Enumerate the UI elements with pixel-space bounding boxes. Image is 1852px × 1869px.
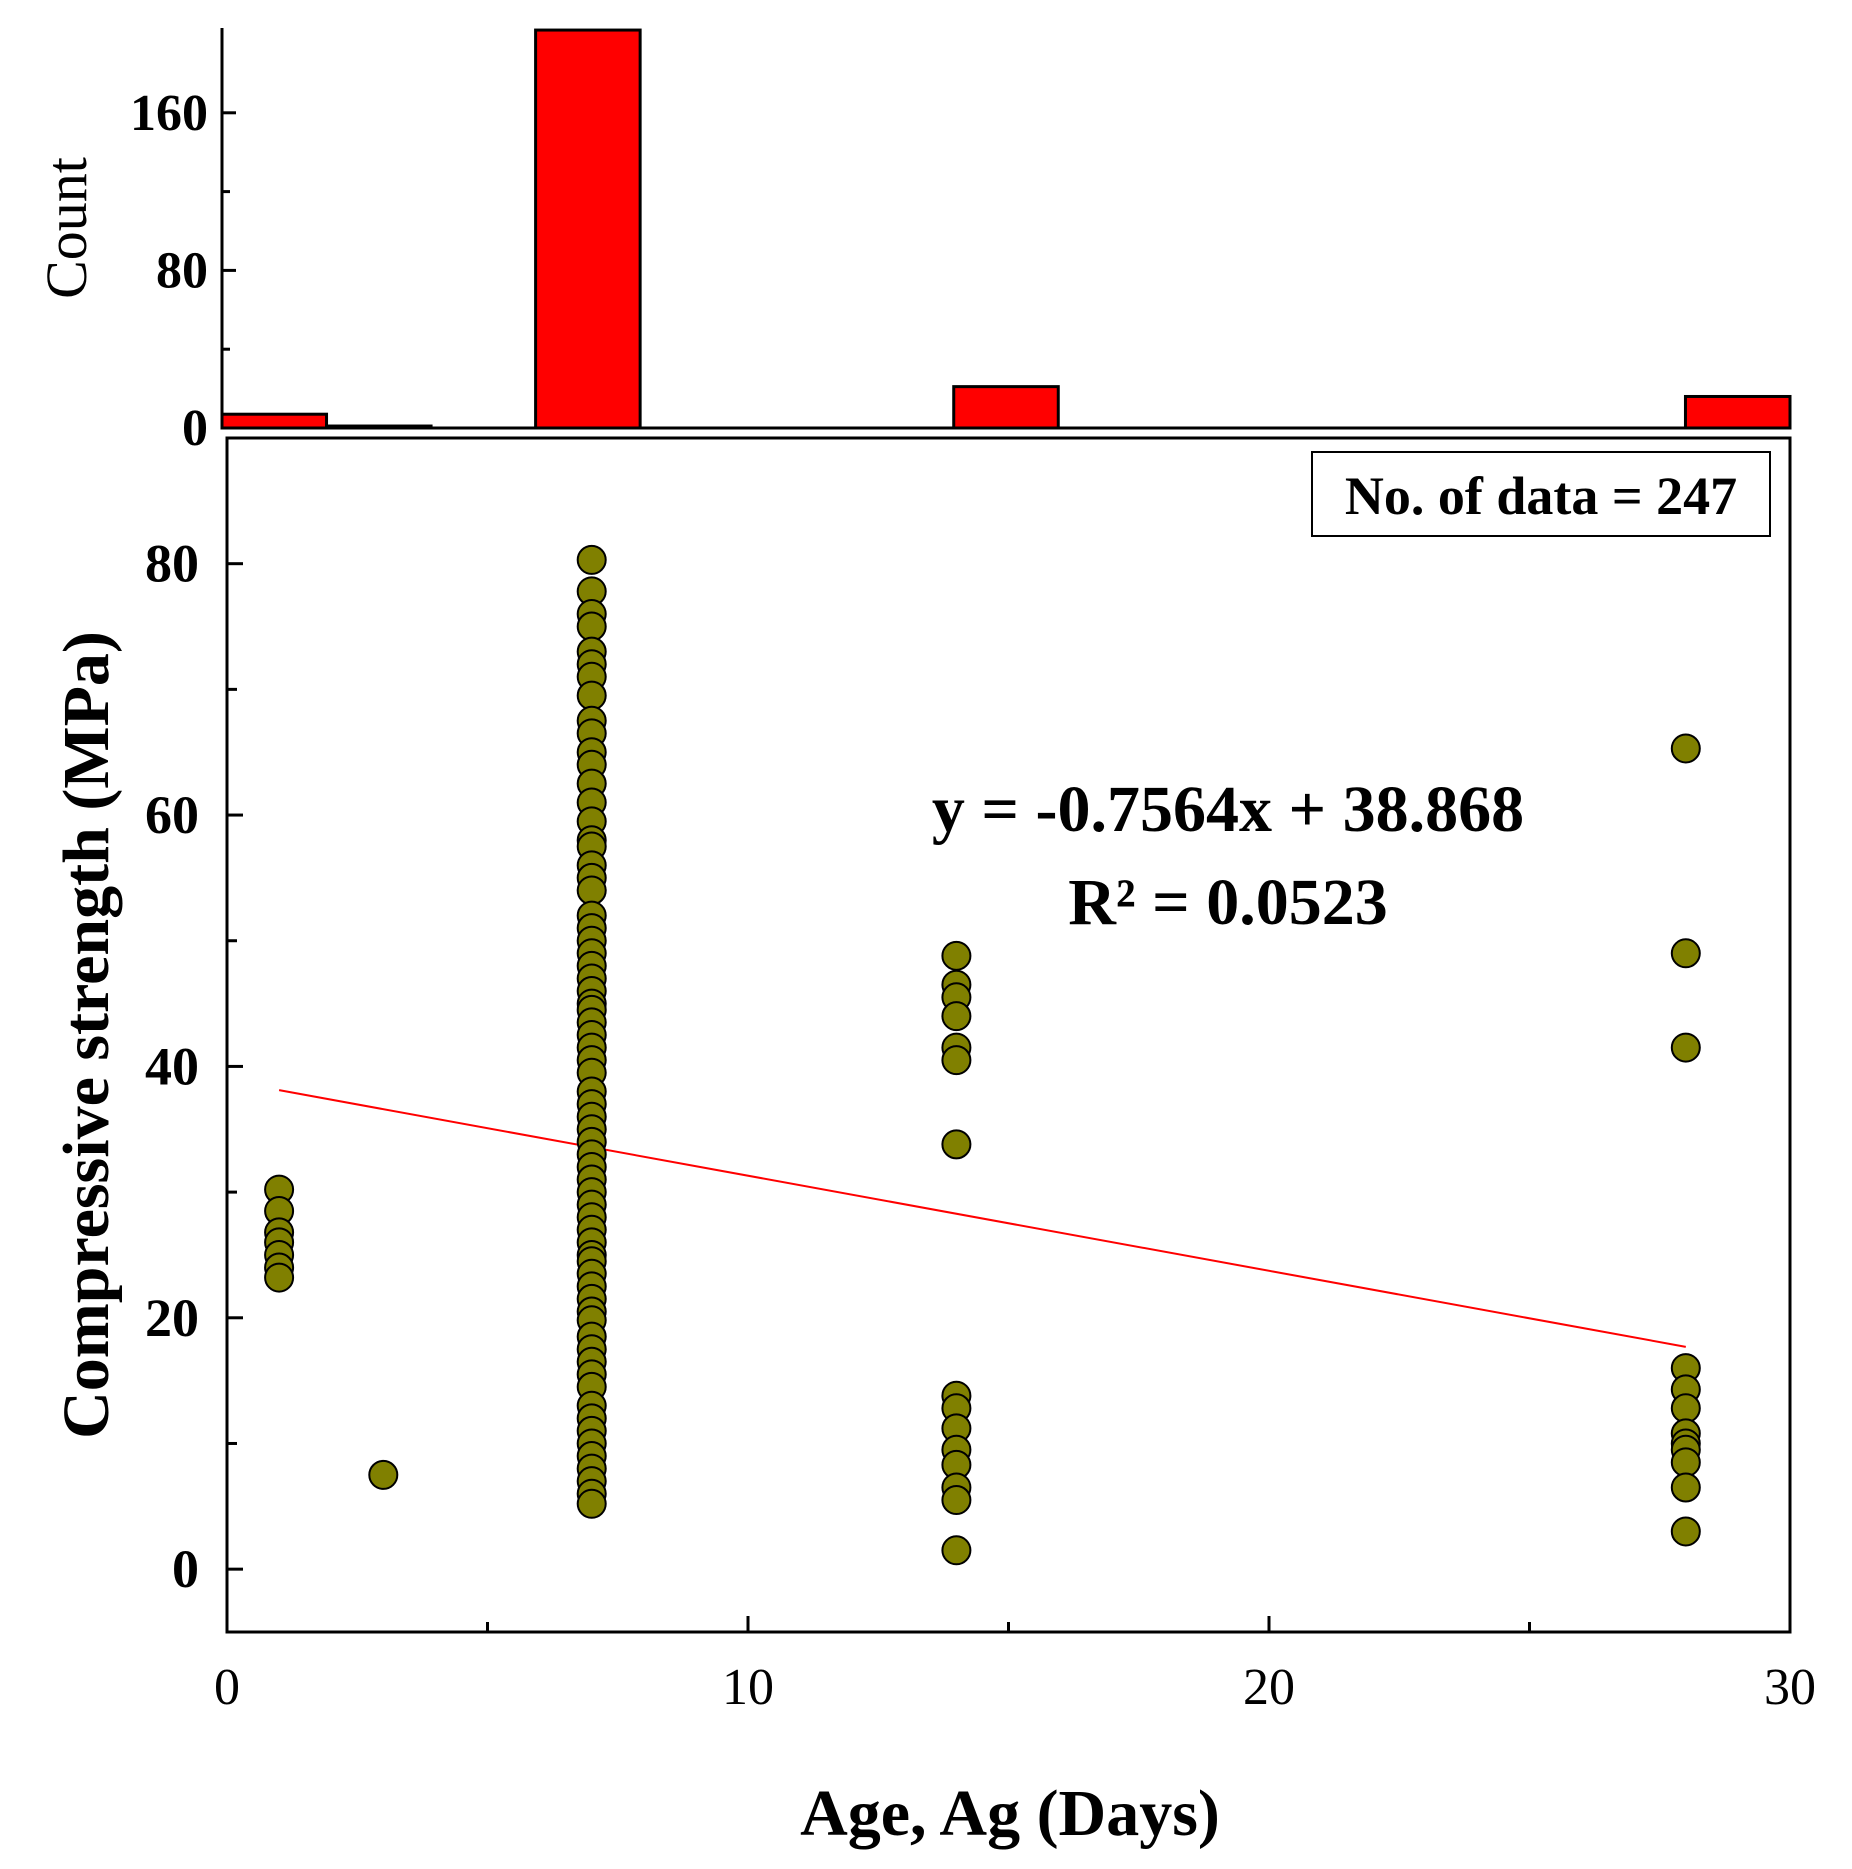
scatter-point	[1670, 1516, 1701, 1547]
plot-frame	[225, 436, 1792, 1634]
scatter-panel: 0 20 40 60 80 0 10 20 30 No. of data = 247 y = …	[50, 436, 1816, 1850]
y-tick-label: 40	[145, 1036, 199, 1096]
scatter-point	[1670, 1393, 1701, 1424]
histogram-y-tick-label: 160	[130, 85, 208, 142]
x-tick-label: 0	[214, 1659, 240, 1716]
trendline	[278, 1089, 1686, 1348]
scatter-point	[1670, 1447, 1701, 1478]
data-count-box	[1311, 451, 1771, 537]
histogram-bar	[952, 385, 1060, 430]
scatter-point	[576, 611, 607, 642]
histogram-bar	[1683, 394, 1792, 430]
r-squared-label: R² = 0.0523	[1068, 866, 1388, 939]
scatter-point	[576, 1488, 607, 1519]
scatter-point	[941, 1129, 972, 1160]
scatter-point	[576, 680, 607, 711]
y-tick-label: 60	[145, 785, 199, 845]
x-tick-label: 30	[1764, 1659, 1816, 1716]
y-tick-label: 20	[145, 1288, 199, 1348]
scatter-point	[941, 1001, 972, 1032]
scatter-point	[1670, 1032, 1701, 1063]
histogram-bar	[220, 412, 329, 430]
scatter-point	[941, 1485, 972, 1516]
scatter-point	[941, 1045, 972, 1076]
histogram-y-ticks: 0 80 160	[130, 85, 236, 457]
y-axis-ticks: 0 20 40 60 80	[145, 534, 243, 1599]
x-axis-ticks: 0 10 20 30	[214, 1616, 1816, 1716]
histogram-bar	[534, 28, 642, 430]
y-tick-label: 80	[145, 534, 199, 594]
x-tick-label: 20	[1243, 1659, 1295, 1716]
histogram-panel: 0 80 160 Count	[34, 28, 1792, 457]
scatter-point	[941, 1535, 972, 1566]
regression-equation: y = -0.7564x + 38.868	[932, 773, 1524, 846]
scatter-point	[1670, 1472, 1701, 1503]
x-axis-label: Age, Ag (Days)	[800, 1777, 1220, 1850]
histogram-bars	[220, 28, 1792, 430]
scatter-point	[576, 544, 607, 575]
scatter-point	[1670, 733, 1701, 764]
scatter-point	[368, 1459, 399, 1490]
data-count-annotation: No. of data = 247	[1345, 466, 1737, 526]
y-tick-label: 0	[172, 1539, 199, 1599]
scatter-points	[264, 544, 1701, 1566]
x-tick-label: 10	[722, 1659, 774, 1716]
histogram-y-tick-label: 80	[156, 242, 208, 299]
scatter-point	[941, 940, 972, 971]
histogram-y-tick-label: 0	[182, 400, 208, 457]
scatter-point	[576, 875, 607, 906]
scatter-point	[264, 1262, 295, 1293]
histogram-y-axis-label: Count	[34, 157, 99, 299]
scatter-point	[1670, 938, 1701, 969]
y-axis-label: Compressive strength (MPa)	[50, 631, 123, 1439]
